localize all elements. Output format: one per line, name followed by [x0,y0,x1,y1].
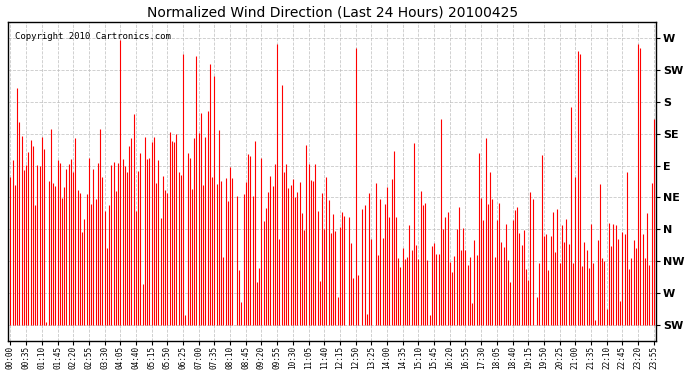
Text: Copyright 2010 Cartronics.com: Copyright 2010 Cartronics.com [14,32,170,40]
Title: Normalized Wind Direction (Last 24 Hours) 20100425: Normalized Wind Direction (Last 24 Hours… [146,6,518,20]
